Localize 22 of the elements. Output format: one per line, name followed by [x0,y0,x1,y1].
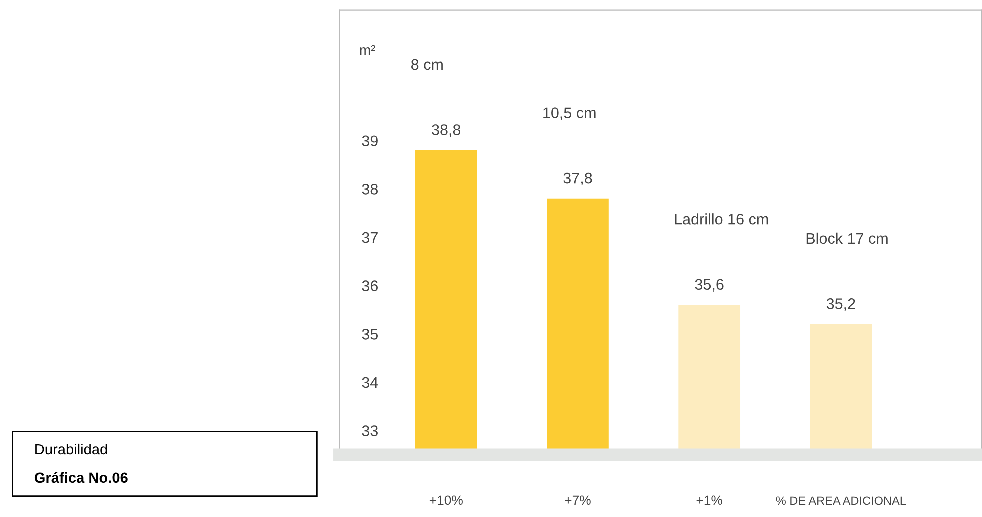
x-axis-title: % DE AREA ADICIONAL [776,496,906,506]
text: Gráfica No.06 [34,472,128,484]
y-tick-label: 35 [362,329,378,340]
text: +10% [430,496,463,506]
data-label: 35,2 [826,298,856,312]
data-label: 38,8 [432,124,461,138]
text: Durabilidad [36,444,108,455]
y-tick-label: 38 [362,184,378,195]
text: +1% [696,496,722,506]
data-label: 37,8 [564,172,592,186]
text: +7% [565,496,591,506]
data-label: 35,6 [695,279,724,292]
y-tick-label: 37 [362,232,378,244]
y-axis-title: m² [360,45,376,56]
x-tick-label: Ladrillo 16 cm [675,214,768,225]
y-tick-label: 34 [362,377,378,388]
y-tick-label: 39 [362,136,378,147]
y-tick-label: 36 [362,280,378,292]
y-tick-label: 33 [362,426,378,436]
x-tick-label: 8 cm [412,59,443,70]
x-tick-label: Block 17 cm [806,232,888,244]
x-tick-label: 10,5 cm [544,108,596,120]
